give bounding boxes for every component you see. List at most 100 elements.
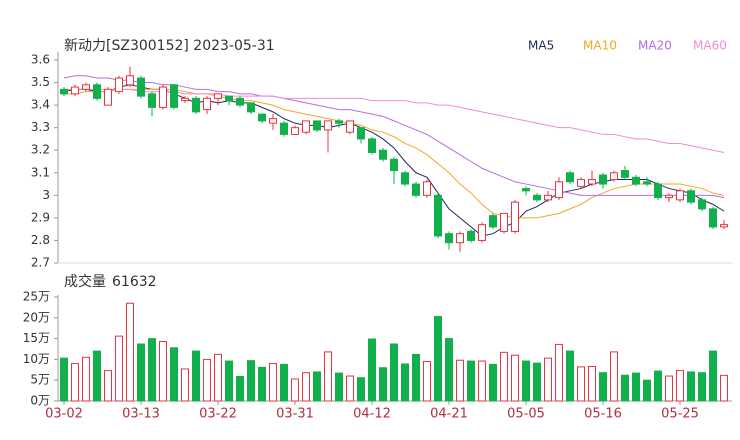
candle-body <box>302 120 310 133</box>
candle-body <box>203 97 211 111</box>
candle-body <box>423 181 431 196</box>
volume-bar <box>423 360 431 402</box>
volume-bar <box>665 375 673 402</box>
price-tick-label: 3.4 <box>31 98 50 112</box>
candle-body <box>643 181 651 185</box>
candle-body <box>489 215 497 228</box>
volume-bar <box>709 350 717 402</box>
volume-bar <box>588 365 596 402</box>
volume-bar <box>467 360 475 402</box>
volume-tick-label: 20万 <box>23 310 50 324</box>
volume-bar <box>522 360 530 402</box>
volume-bar <box>379 367 387 402</box>
candle-body <box>412 183 420 196</box>
x-tick-label: 04-21 <box>430 407 468 422</box>
volume-bar <box>247 360 255 402</box>
candle-body <box>225 95 233 102</box>
volume-bar <box>324 351 332 402</box>
candle-body <box>368 138 376 153</box>
volume-bar <box>181 368 189 402</box>
price-tick-label: 3 <box>42 188 50 202</box>
volume-bar <box>269 363 277 402</box>
price-tick-label: 3.5 <box>31 75 50 89</box>
volume-bar <box>489 363 497 402</box>
volume-bar <box>302 372 310 402</box>
volume-bar <box>291 378 299 402</box>
candle-body <box>291 127 299 135</box>
price-tick-label: 2.8 <box>31 233 50 247</box>
volume-bar <box>533 362 541 402</box>
candle-body <box>511 201 519 232</box>
volume-bar <box>214 353 222 402</box>
volume-bar <box>203 358 211 402</box>
candle-body <box>379 149 387 160</box>
candle-body <box>60 88 68 95</box>
candle-body <box>313 120 321 131</box>
candle-body <box>434 194 442 237</box>
candle-body <box>533 194 541 201</box>
candle-body <box>478 224 486 241</box>
volume-bar <box>632 372 640 402</box>
candle-body <box>665 194 673 199</box>
volume-bar <box>104 370 112 402</box>
candle-body <box>159 86 167 108</box>
volume-bar <box>478 360 486 402</box>
volume-current: 61632 <box>112 274 157 290</box>
candle-body <box>588 179 596 185</box>
x-tick-label: 04-12 <box>353 407 391 422</box>
candle-body <box>71 86 79 95</box>
candle-body <box>577 179 585 187</box>
x-tick-label: 03-22 <box>199 407 237 422</box>
volume-bar <box>676 370 684 402</box>
volume-bar <box>335 372 343 402</box>
x-tick-label: 03-02 <box>45 407 83 422</box>
candle-body <box>269 118 277 124</box>
price-tick-label: 3.6 <box>31 53 50 67</box>
volume-bar <box>137 343 145 402</box>
volume-tick-label: 10万 <box>23 352 50 366</box>
price-tick-label: 2.7 <box>31 256 50 270</box>
candle-body <box>467 230 475 241</box>
volume-tick-label: 5万 <box>30 373 50 387</box>
volume-bar <box>599 372 607 402</box>
volume-bar <box>401 363 409 402</box>
volume-tick-label: 0万 <box>30 394 50 408</box>
candle-body <box>676 190 684 201</box>
volume-bar <box>566 350 574 402</box>
candle-body <box>82 84 90 90</box>
volume-bar <box>115 335 123 402</box>
candle-body <box>544 194 552 201</box>
candle-body <box>192 97 200 113</box>
volume-tick-label: 25万 <box>23 290 50 304</box>
candle-body <box>126 75 134 86</box>
volume-bar <box>720 374 728 402</box>
candle-body <box>698 199 706 210</box>
x-tick-label: 05-05 <box>507 407 545 422</box>
candle-body <box>93 84 101 99</box>
volume-bar <box>236 375 244 402</box>
candle-body <box>621 170 629 178</box>
volume-bar <box>412 353 420 402</box>
volume-bar <box>192 350 200 402</box>
price-tick-label: 2.9 <box>31 210 50 224</box>
candle-body <box>456 233 464 244</box>
candle-body <box>137 77 145 97</box>
candle-body <box>148 93 156 108</box>
volume-bar <box>280 363 288 402</box>
volume-bar <box>148 338 156 402</box>
volume-tick-label: 15万 <box>23 331 50 345</box>
volume-title: 成交量 <box>64 273 106 290</box>
candle-body <box>258 113 266 122</box>
volume-bar <box>313 371 321 402</box>
volume-bar <box>555 343 563 402</box>
volume-bar <box>654 370 662 402</box>
volume-bar <box>577 366 585 402</box>
price-tick-label: 3.3 <box>31 120 50 134</box>
volume-bar <box>357 377 365 402</box>
volume-bar <box>456 359 464 402</box>
legend-entry: MA5 <box>528 39 554 53</box>
candle-body <box>236 97 244 106</box>
candle-body <box>632 176 640 185</box>
volume-bar <box>544 357 552 402</box>
volume-bar <box>698 372 706 402</box>
